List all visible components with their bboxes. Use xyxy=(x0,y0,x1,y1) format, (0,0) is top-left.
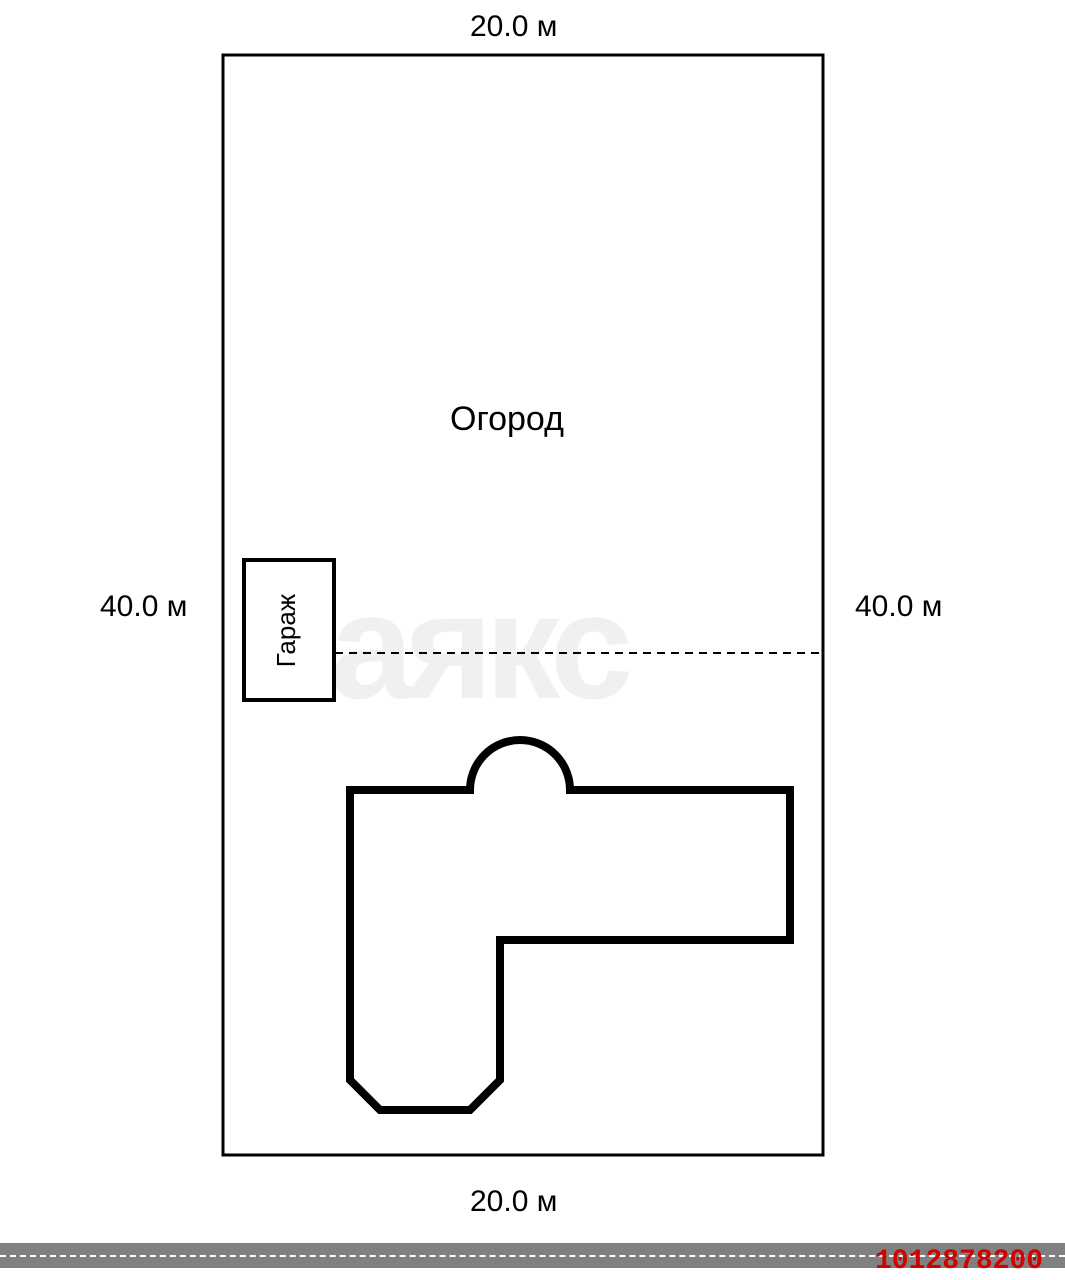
plot-diagram xyxy=(0,0,1065,1280)
dim-top: 20.0 м xyxy=(470,10,557,44)
document-id: 1012878200 xyxy=(875,1246,1043,1277)
dim-right: 40.0 м xyxy=(855,590,942,624)
lot-outline xyxy=(223,55,823,1155)
dim-left: 40.0 м xyxy=(100,590,187,624)
garage-label: Гараж xyxy=(271,594,302,667)
garden-label: Огород xyxy=(450,400,564,439)
house-outline xyxy=(350,740,790,1110)
dim-bottom: 20.0 м xyxy=(470,1185,557,1219)
